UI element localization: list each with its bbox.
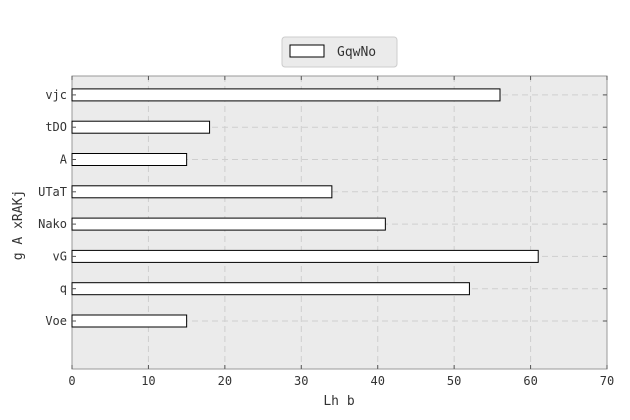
x-tick-label: 50	[447, 374, 461, 388]
y-tick-label: Voe	[45, 314, 67, 328]
y-tick-label: q	[60, 282, 67, 296]
y-tick-label: A	[60, 153, 68, 167]
x-tick-label: 40	[370, 374, 384, 388]
x-axis-label: Lh b	[323, 394, 354, 409]
legend-swatch	[289, 44, 325, 58]
x-tick-label: 60	[523, 374, 537, 388]
y-tick-label: UTaT	[38, 185, 67, 199]
x-axis-ticks: 0 10 20 30 40 50 60 70	[68, 76, 614, 388]
bar-tDO	[71, 120, 211, 134]
y-tick-label: Nako	[38, 217, 67, 231]
bar-A	[71, 153, 188, 166]
y-tick-label: vjc	[45, 88, 67, 102]
y-tick-label: vG	[53, 249, 67, 263]
legend-label: GqwNo	[337, 45, 376, 60]
legend: GqwNo	[281, 36, 398, 68]
bar-vG	[71, 249, 539, 263]
x-tick-label: 30	[294, 374, 308, 388]
x-tick-label: 70	[600, 374, 614, 388]
bar-q	[71, 282, 470, 296]
x-tick-label: 10	[141, 374, 155, 388]
y-axis-label: g A xRAKj	[11, 190, 26, 260]
x-tick-label: 0	[68, 374, 75, 388]
bar-Nako	[71, 217, 386, 231]
bar-UTaT	[71, 185, 333, 199]
bar-Voe	[71, 314, 188, 328]
x-tick-label: 20	[218, 374, 232, 388]
bar-vjc	[71, 88, 501, 102]
y-tick-label: tDO	[45, 120, 67, 134]
